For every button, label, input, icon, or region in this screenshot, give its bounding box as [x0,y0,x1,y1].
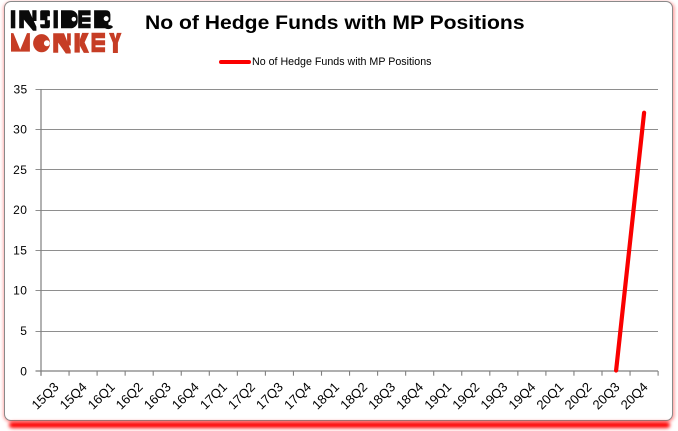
svg-text:17Q3: 17Q3 [253,379,286,412]
svg-text:15: 15 [13,243,27,257]
svg-text:17Q1: 17Q1 [197,379,230,412]
svg-text:30: 30 [13,123,27,137]
svg-text:15Q4: 15Q4 [57,379,90,412]
svg-text:20: 20 [13,203,27,217]
svg-text:20Q2: 20Q2 [561,379,594,412]
svg-text:25: 25 [13,163,27,177]
svg-text:15Q3: 15Q3 [29,379,62,412]
svg-text:19Q1: 19Q1 [421,379,454,412]
svg-text:18Q3: 18Q3 [365,379,398,412]
svg-text:17Q2: 17Q2 [225,379,258,412]
svg-text:5: 5 [20,324,27,338]
svg-text:18Q4: 18Q4 [393,379,426,412]
svg-text:16Q2: 16Q2 [113,379,146,412]
svg-text:16Q1: 16Q1 [85,379,118,412]
svg-text:16Q4: 16Q4 [169,379,202,412]
svg-text:35: 35 [13,82,27,96]
svg-text:16Q3: 16Q3 [141,379,174,412]
svg-text:18Q1: 18Q1 [309,379,342,412]
svg-text:20Q4: 20Q4 [618,379,651,412]
svg-text:18Q2: 18Q2 [337,379,370,412]
svg-text:0: 0 [20,364,27,378]
svg-text:19Q2: 19Q2 [449,379,482,412]
svg-text:17Q4: 17Q4 [281,379,314,412]
svg-text:19Q4: 19Q4 [505,379,538,412]
svg-text:10: 10 [13,284,27,298]
svg-text:20Q1: 20Q1 [533,379,566,412]
svg-text:20Q3: 20Q3 [590,379,623,412]
svg-text:19Q3: 19Q3 [477,379,510,412]
